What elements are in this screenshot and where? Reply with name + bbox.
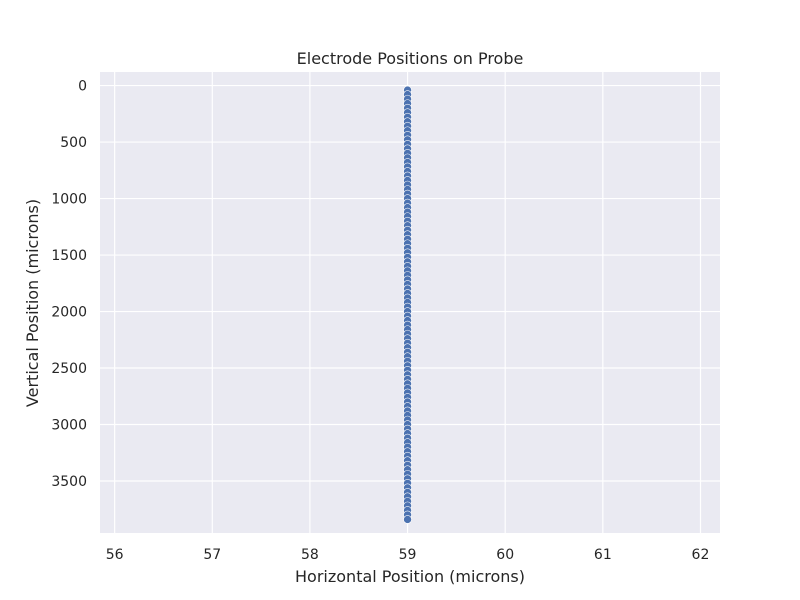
x-tick-label: 56 — [106, 547, 124, 563]
y-tick-label: 500 — [60, 135, 87, 151]
y-tick-label: 3000 — [51, 418, 87, 434]
y-tick-label: 3500 — [51, 474, 87, 490]
data-points — [403, 85, 412, 524]
y-tick-label: 2000 — [51, 305, 87, 321]
y-tick-labels: 0 500 1000 1500 2000 2500 3000 3500 — [51, 79, 87, 490]
x-tick-label: 57 — [203, 547, 221, 563]
data-point — [403, 515, 412, 524]
x-tick-label: 58 — [301, 547, 319, 563]
y-tick-label: 1500 — [51, 248, 87, 264]
x-tick-label: 62 — [692, 547, 710, 563]
y-tick-label: 0 — [78, 79, 87, 95]
y-tick-label: 1000 — [51, 192, 87, 208]
y-tick-label: 2500 — [51, 361, 87, 377]
x-tick-labels: 56 57 58 59 60 61 62 — [106, 547, 710, 563]
x-tick-label: 61 — [594, 547, 612, 563]
chart-title: Electrode Positions on Probe — [297, 49, 524, 68]
x-tick-label: 60 — [496, 547, 514, 563]
y-axis-label: Vertical Position (microns) — [23, 199, 42, 407]
x-tick-label: 59 — [399, 547, 417, 563]
x-axis-label: Horizontal Position (microns) — [295, 567, 525, 586]
